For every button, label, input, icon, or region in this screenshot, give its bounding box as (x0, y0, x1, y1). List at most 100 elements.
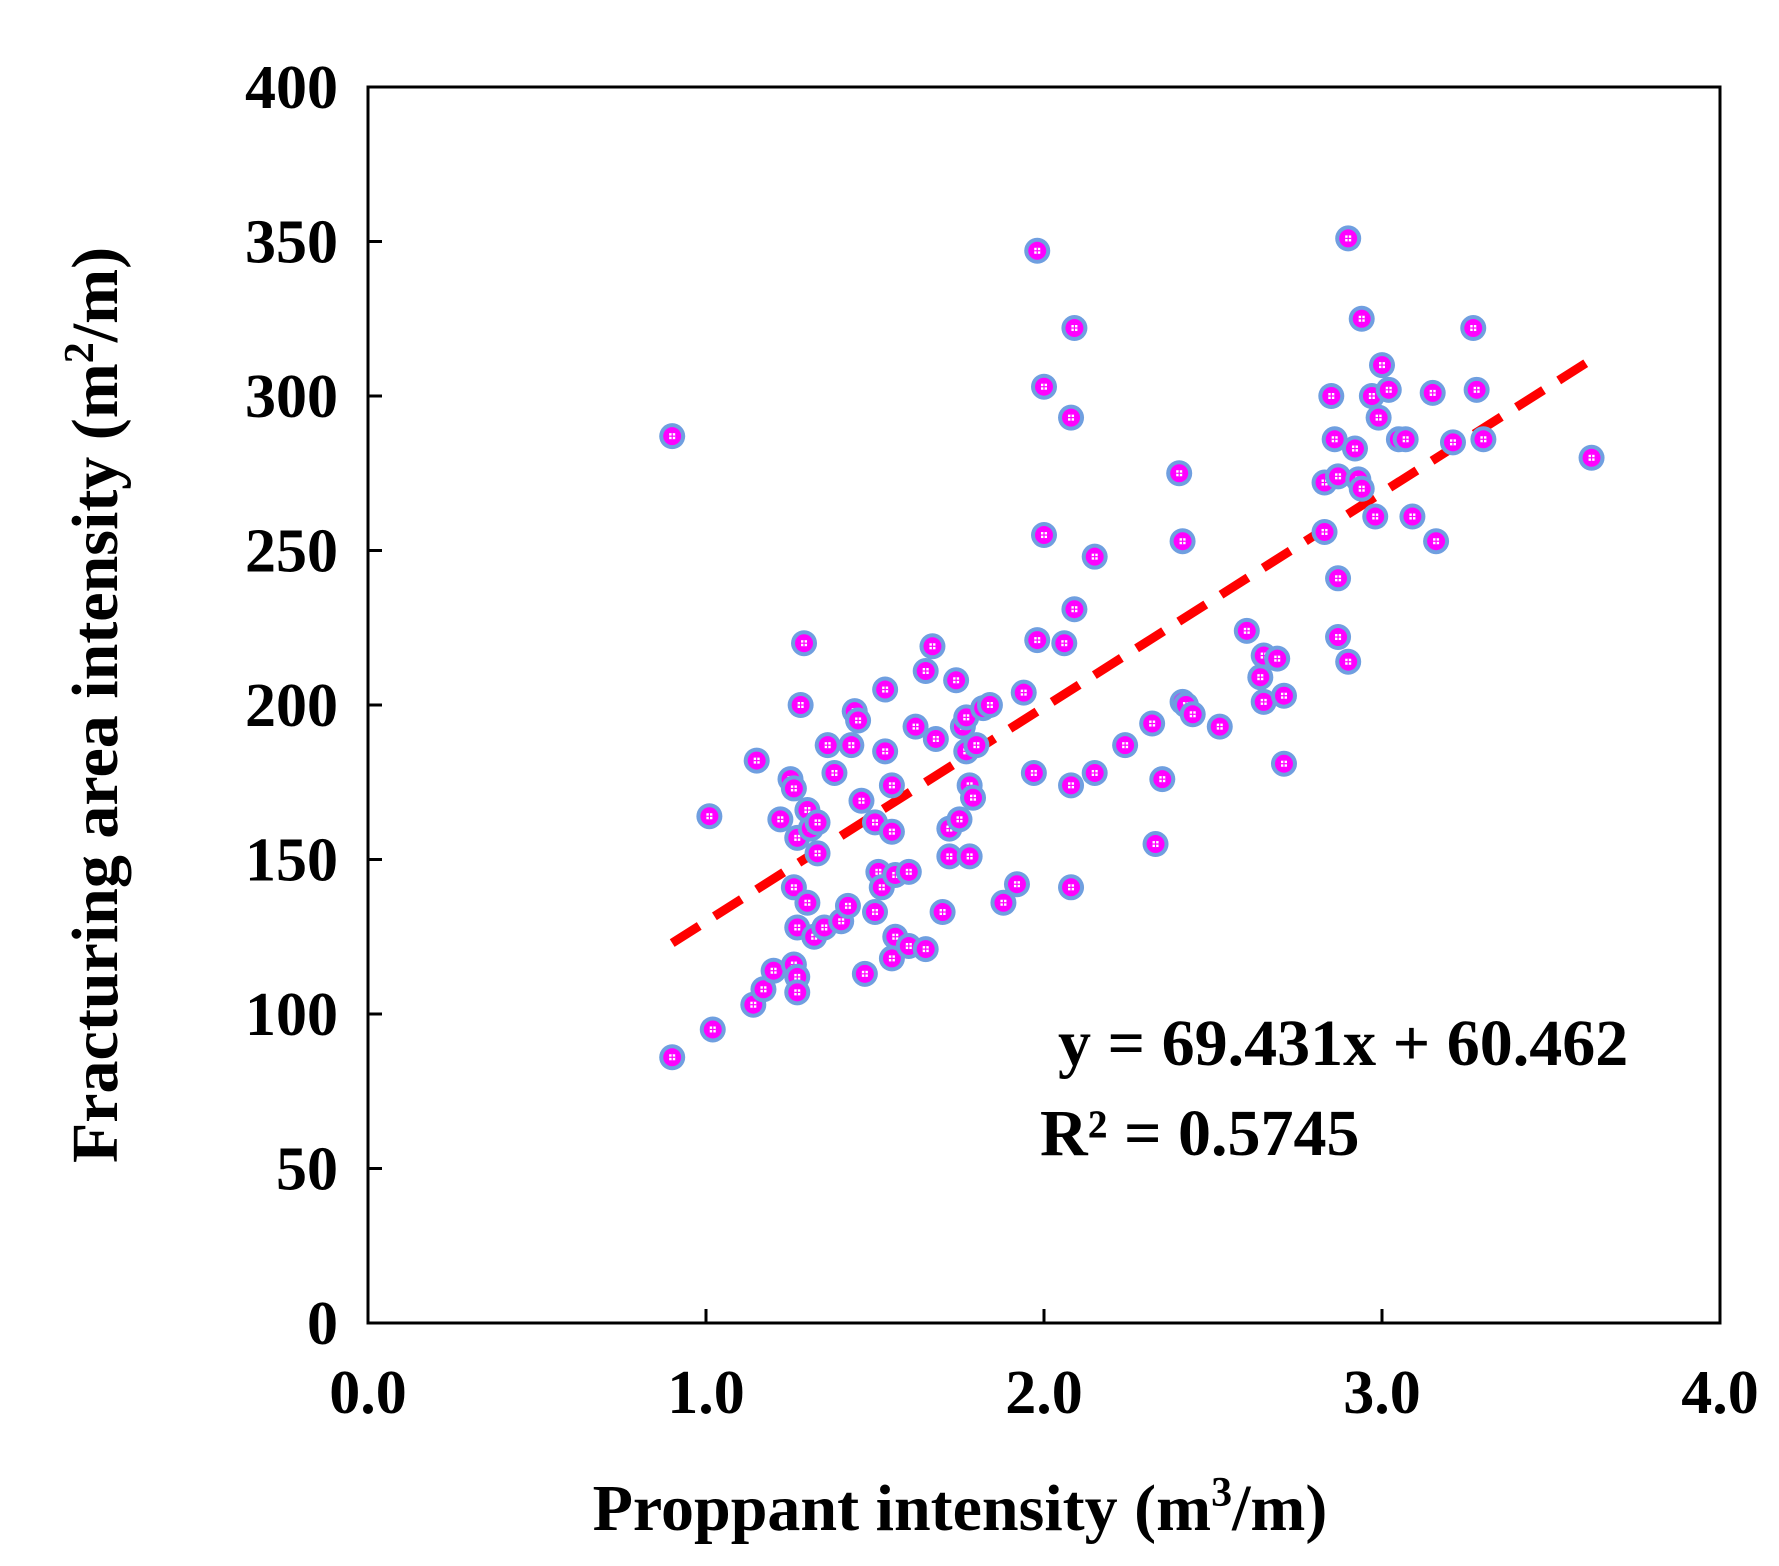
data-point (919, 633, 946, 660)
y-axis-title-superscript: 2 (57, 342, 103, 363)
data-point (1166, 460, 1193, 487)
data-point (848, 787, 875, 814)
data-point (936, 843, 963, 870)
data-point (1470, 426, 1497, 453)
x-tick-label: 3.0 (1343, 1359, 1421, 1427)
data-point (804, 809, 831, 836)
data-point (960, 784, 987, 811)
y-tick-label: 200 (245, 672, 338, 740)
data-point (1061, 596, 1088, 623)
data-point (814, 732, 841, 759)
data-point (956, 843, 983, 870)
x-axis-title-superscript: 3 (1211, 1470, 1232, 1516)
data-point (1325, 624, 1352, 651)
data-point (1031, 373, 1057, 400)
x-tick-label: 4.0 (1681, 1359, 1759, 1427)
data-point (1325, 463, 1352, 490)
data-point (872, 738, 899, 765)
data-point (1375, 376, 1402, 403)
data-point (1341, 435, 1368, 462)
data-point (804, 840, 831, 867)
y-tick-label: 150 (245, 827, 338, 895)
data-point (1392, 426, 1419, 453)
r-squared-label: R² = 0.5745 (1040, 1097, 1360, 1170)
data-point (862, 899, 888, 926)
data-point (1270, 682, 1297, 709)
data-point (1578, 444, 1605, 471)
data-point (1460, 315, 1487, 342)
data-point (1348, 305, 1375, 332)
data-point (659, 1044, 686, 1071)
x-axis-title-end: /m) (1231, 1472, 1327, 1545)
y-axis-title: Fracturing area intensity (m2/m) (57, 247, 132, 1163)
data-point (1169, 528, 1196, 555)
data-point (976, 692, 1003, 718)
data-point (1058, 874, 1085, 901)
data-point (1081, 759, 1108, 786)
data-points-layer (659, 225, 1605, 1071)
data-point (1247, 664, 1274, 691)
data-point (1419, 379, 1446, 406)
data-point (1321, 426, 1348, 453)
data-point (1031, 522, 1057, 549)
data-point (929, 899, 956, 926)
data-point (878, 772, 905, 799)
data-point (1399, 503, 1426, 530)
data-point (787, 692, 814, 718)
data-point (767, 806, 794, 833)
data-point (838, 732, 865, 759)
data-point (1081, 543, 1108, 570)
data-point (1206, 713, 1233, 740)
data-point (1024, 237, 1051, 264)
data-point (1335, 225, 1362, 252)
data-point (1311, 518, 1338, 545)
data-point (1270, 750, 1297, 777)
x-tick-label: 0.0 (329, 1359, 407, 1427)
data-point (963, 732, 990, 759)
data-point (1250, 688, 1277, 715)
data-point (784, 979, 811, 1006)
data-point (1010, 679, 1037, 706)
data-point (851, 960, 878, 987)
y-tick-label: 100 (245, 981, 338, 1049)
y-tick-label: 250 (245, 518, 338, 586)
data-point (1142, 831, 1169, 858)
data-point (1003, 871, 1030, 898)
data-point (1233, 617, 1260, 644)
data-point (1112, 732, 1139, 759)
data-point (1264, 645, 1291, 672)
data-point (1024, 627, 1051, 654)
data-point (1179, 701, 1206, 728)
data-point (912, 658, 939, 685)
data-point (922, 725, 949, 752)
data-point (1335, 648, 1362, 675)
y-tick-label: 300 (245, 363, 338, 431)
y-axis-title-end: /m) (59, 247, 132, 343)
data-point (1020, 759, 1047, 786)
data-point (659, 423, 686, 450)
x-tick-label: 2.0 (1005, 1359, 1083, 1427)
data-point (1318, 383, 1345, 409)
data-point (794, 889, 821, 916)
data-point (1061, 315, 1088, 342)
x-axis-ticks: 0.0 1.0 2.0 3.0 4.0 (329, 1309, 1759, 1427)
data-point (1463, 376, 1490, 403)
data-point (946, 806, 973, 833)
data-point (895, 858, 922, 885)
x-tick-label: 1.0 (667, 1359, 745, 1427)
data-point (912, 936, 939, 963)
data-point (1423, 528, 1450, 555)
data-point (699, 1016, 726, 1043)
data-point (780, 775, 807, 802)
data-point (821, 759, 848, 786)
data-point (1058, 772, 1085, 799)
data-point (845, 707, 872, 734)
y-tick-label: 350 (245, 209, 338, 277)
data-point (943, 667, 970, 694)
data-point (1149, 766, 1176, 793)
data-point (990, 889, 1017, 916)
data-point (791, 630, 818, 657)
trendline-equation: y = 69.431x + 60.462 (1058, 1007, 1628, 1080)
y-tick-label: 50 (276, 1136, 338, 1204)
x-axis-title-main: Proppant intensity (m (593, 1472, 1212, 1545)
